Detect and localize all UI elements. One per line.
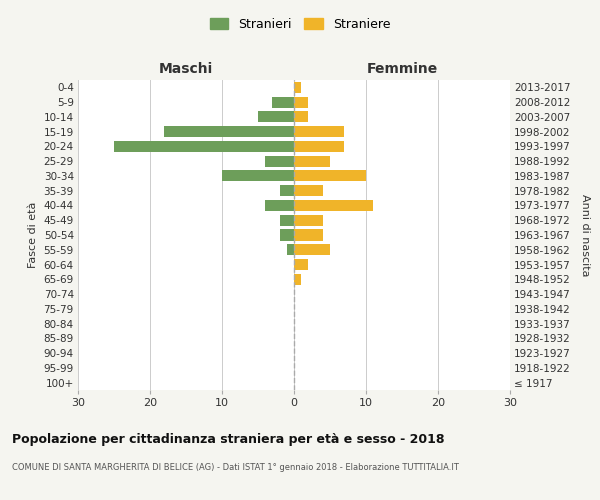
Bar (294, 185, 323, 196)
Bar (280, 185, 294, 196)
Bar (294, 96, 308, 108)
Bar (272, 96, 294, 108)
Bar (294, 156, 330, 166)
Bar (294, 274, 301, 285)
Bar (294, 141, 344, 152)
Bar (294, 259, 308, 270)
Text: COMUNE DI SANTA MARGHERITA DI BELICE (AG) - Dati ISTAT 1° gennaio 2018 - Elabora: COMUNE DI SANTA MARGHERITA DI BELICE (AG… (12, 463, 459, 472)
Bar (265, 200, 294, 211)
Bar (294, 170, 366, 181)
Y-axis label: Fasce di età: Fasce di età (28, 202, 38, 268)
Bar (280, 214, 294, 226)
Bar (294, 200, 373, 211)
Legend: Stranieri, Straniere: Stranieri, Straniere (203, 11, 397, 37)
Bar (294, 82, 301, 93)
Text: Maschi: Maschi (159, 62, 213, 76)
Bar (258, 112, 294, 122)
Bar (222, 170, 294, 181)
Bar (265, 156, 294, 166)
Y-axis label: Anni di nascita: Anni di nascita (580, 194, 590, 276)
Text: Popolazione per cittadinanza straniera per età e sesso - 2018: Popolazione per cittadinanza straniera p… (12, 432, 445, 446)
Bar (280, 230, 294, 240)
Bar (294, 126, 344, 137)
Bar (114, 141, 294, 152)
Bar (294, 244, 330, 256)
Bar (164, 126, 294, 137)
Text: Femmine: Femmine (367, 62, 437, 76)
Bar (294, 230, 323, 240)
Bar (294, 214, 323, 226)
Bar (294, 112, 308, 122)
Bar (287, 244, 294, 256)
